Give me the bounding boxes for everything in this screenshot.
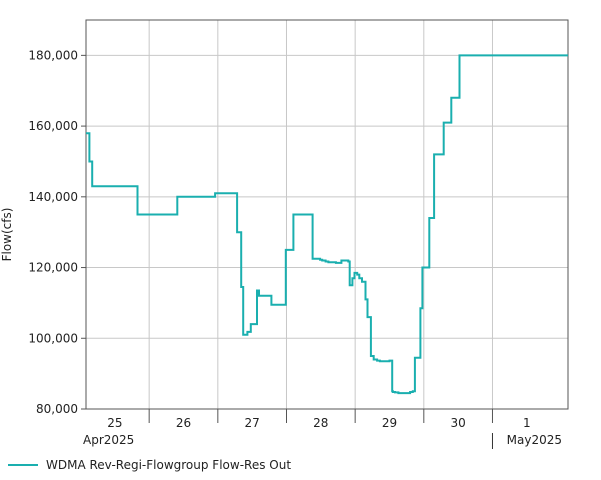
series-line <box>86 54 568 395</box>
y-tick-label: 80,000 <box>36 402 78 416</box>
y-axis-label: Flow(cfs) <box>0 208 14 262</box>
grid <box>86 20 568 410</box>
legend: WDMA Rev-Regi-Flowgroup Flow-Res Out <box>8 456 291 474</box>
y-tick-label: 180,000 <box>28 48 78 62</box>
y-tick-label: 100,000 <box>28 331 78 345</box>
x-tick-label: 26 <box>176 416 191 430</box>
x-tick-label: 27 <box>245 416 260 430</box>
x-tick-label: 30 <box>451 416 466 430</box>
x-month-label: May2025 <box>507 433 562 447</box>
x-tick-label: 29 <box>382 416 397 430</box>
series-layer <box>86 54 568 395</box>
legend-swatch <box>8 464 38 466</box>
y-tick-label: 160,000 <box>28 119 78 133</box>
legend-label: WDMA Rev-Regi-Flowgroup Flow-Res Out <box>46 458 292 472</box>
x-tick-label: 28 <box>313 416 328 430</box>
y-axis: 80,000 100,000 120,000 140,000 160,000 180,00… <box>28 48 86 416</box>
x-tick-label: 25 <box>107 416 122 430</box>
y-tick-label: 120,000 <box>28 261 78 275</box>
x-month-label: Apr2025 <box>83 433 134 447</box>
x-tick-label: 1 <box>523 416 531 430</box>
y-tick-label: 140,000 <box>28 190 78 204</box>
x-axis: 25 26 27 28 29 30 1 Apr2025 May2025 <box>83 409 562 449</box>
plot-frame <box>85 19 569 410</box>
